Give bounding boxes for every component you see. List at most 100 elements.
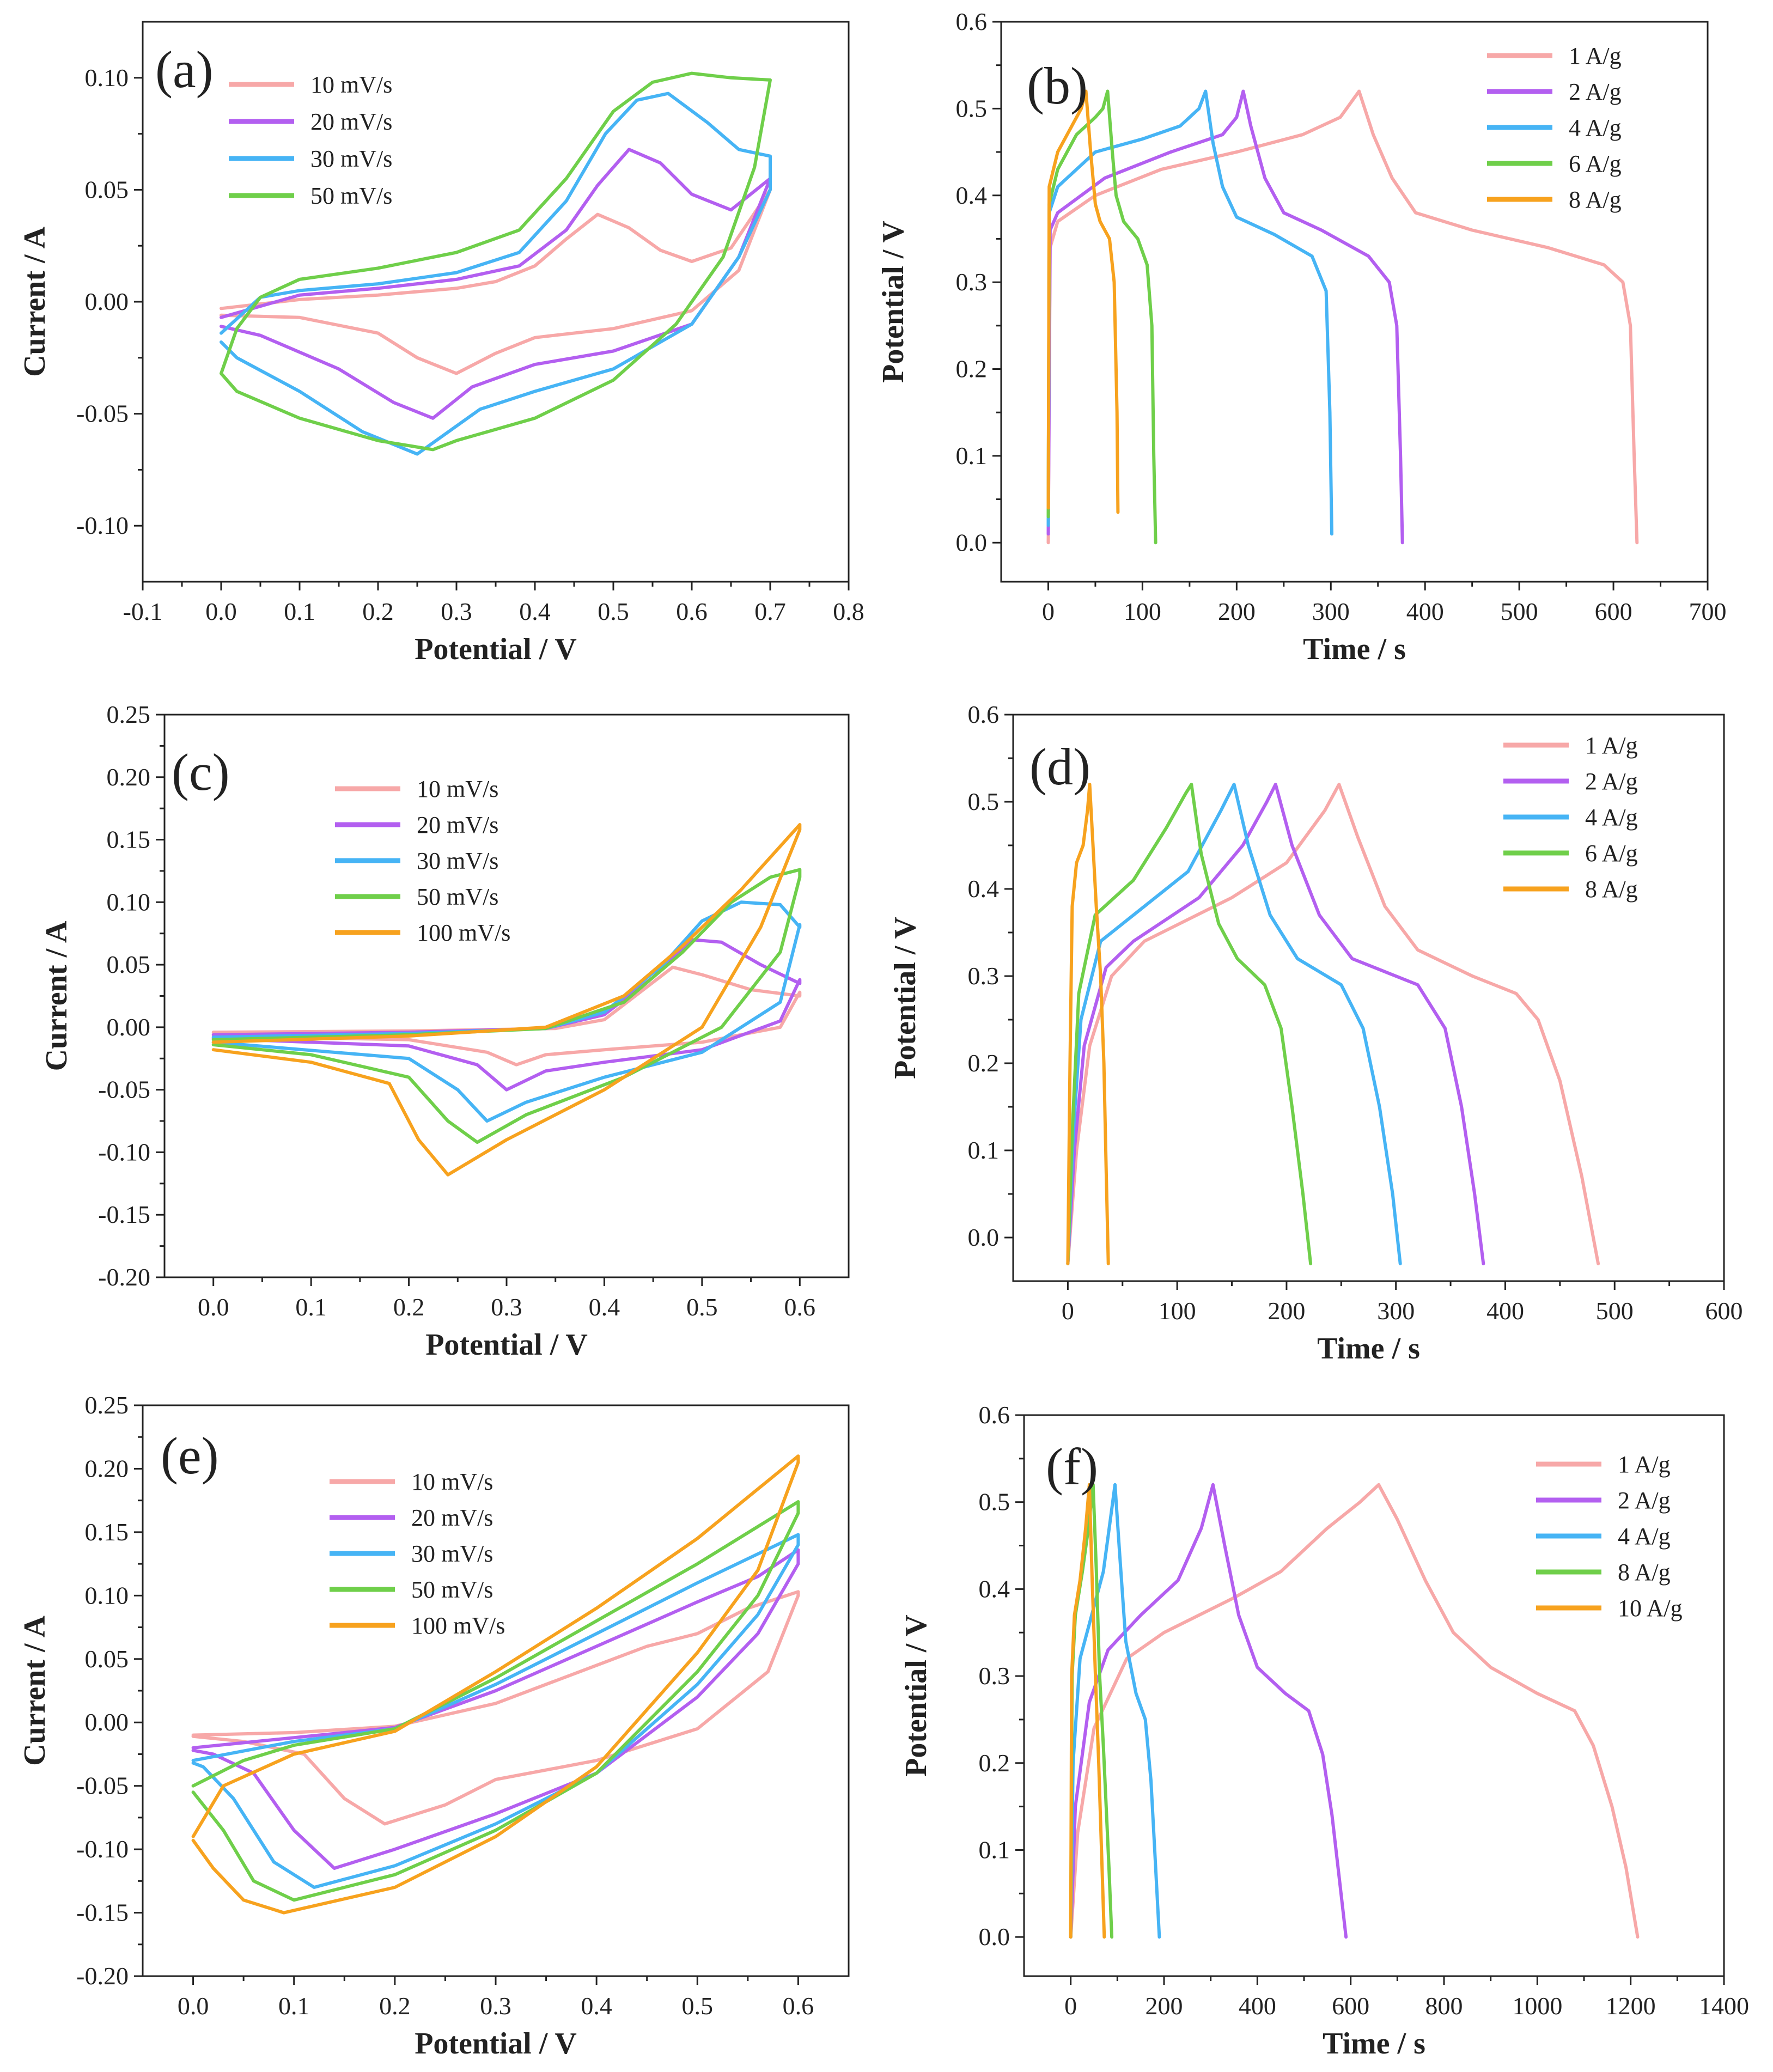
series-line-2-a-g (1046, 89, 1404, 545)
x-tick-label: 0.6 (784, 1293, 816, 1321)
y-tick-label: -0.10 (98, 1138, 150, 1166)
series-line-50-mv-s (211, 868, 802, 1144)
x-tick-label: 400 (1486, 1297, 1524, 1325)
x-axis-label: Time / s (1323, 2027, 1425, 2061)
series-line-50-mv-s (191, 1500, 800, 1902)
y-tick-label: 0.10 (85, 1581, 129, 1609)
x-tick-label: 0.1 (284, 598, 315, 625)
legend-label: 8 A/g (1585, 876, 1638, 903)
legend-label: 20 mV/s (417, 812, 498, 838)
y-axis-label: Current / A (18, 227, 52, 377)
y-tick-label: 0.2 (968, 1049, 1000, 1077)
legend-label: 30 mV/s (417, 848, 498, 874)
x-tick-label: 300 (1377, 1297, 1415, 1325)
plot-frame (1012, 714, 1725, 1282)
x-tick-label: 100 (1159, 1297, 1196, 1325)
y-tick-label: 0.1 (979, 1836, 1010, 1863)
y-tick-label: 0.6 (968, 700, 1000, 728)
y-axis-label: Potential / V (876, 221, 910, 383)
y-axis-label: Potential / V (899, 1614, 933, 1777)
y-tick-label: 0.0 (979, 1923, 1010, 1951)
legend-label: 10 mV/s (411, 1468, 493, 1495)
x-tick-label: 600 (1595, 598, 1632, 625)
panel-a: -0.1 0.0 0.1 0.2 0.3 0.4 0.5 0.6 0.7 0.8 -0.10 -0.0… (18, 21, 864, 666)
x-tick-label: 1200 (1606, 1992, 1656, 2020)
y-tick-label: 0.2 (979, 1749, 1010, 1777)
y-tick-label: 0.6 (956, 8, 988, 35)
panel-label: (a) (155, 40, 214, 99)
y-tick-label: -0.15 (98, 1200, 150, 1228)
x-tick-label: 1400 (1699, 1992, 1749, 2020)
y-tick-label: 0.10 (85, 64, 129, 92)
x-tick-label: 400 (1406, 598, 1444, 625)
x-tick-label: 0.0 (198, 1293, 229, 1321)
x-tick-label: 700 (1689, 598, 1727, 625)
y-tick-label: -0.10 (76, 1835, 129, 1863)
panel-label: (d) (1029, 738, 1090, 796)
y-tick-label: 0.25 (107, 700, 151, 728)
legend-label: 8 A/g (1569, 186, 1622, 213)
x-tick-label: 0.1 (295, 1293, 327, 1321)
panel-e: 0.0 0.1 0.2 0.3 0.4 0.5 0.6 -0.20 -0.15 -0.10 -0.0… (18, 1391, 850, 2061)
y-tick-label: 0.5 (956, 94, 988, 122)
plot-frame (142, 21, 850, 583)
panel-label: (e) (161, 1427, 219, 1485)
legend-label: 100 mV/s (411, 1612, 505, 1639)
x-tick-label: 0.2 (393, 1293, 425, 1321)
x-tick-label: 0.0 (205, 598, 237, 625)
y-tick-label: 0.15 (85, 1518, 129, 1546)
plot-frame (1000, 21, 1709, 583)
y-tick-label: 0.4 (968, 875, 1000, 903)
x-tick-label: 0.0 (178, 1992, 209, 2020)
x-tick-label: 0.7 (754, 598, 786, 625)
x-tick-label: 0.4 (581, 1992, 612, 2020)
x-tick-label: 0.4 (589, 1293, 620, 1321)
series-line-100-mv-s (191, 1454, 800, 1915)
series-line-8-a-g (1046, 89, 1120, 514)
y-tick-label: 0.00 (85, 1708, 129, 1736)
legend-label: 50 mV/s (411, 1576, 493, 1603)
panel-label: (c) (172, 743, 230, 801)
y-tick-label: 0.3 (956, 268, 988, 296)
y-tick-label: 0.10 (107, 888, 151, 916)
y-tick-label: 0.4 (956, 181, 988, 209)
legend-label: 1 A/g (1569, 42, 1622, 69)
y-axis-label: Current / A (40, 921, 74, 1071)
x-tick-label: 400 (1239, 1992, 1276, 2020)
y-tick-label: 0.25 (85, 1391, 129, 1419)
y-tick-label: 0.5 (979, 1488, 1010, 1516)
x-tick-label: 800 (1425, 1992, 1463, 2020)
legend-label: 10 mV/s (417, 776, 498, 802)
x-tick-label: 0.4 (519, 598, 551, 625)
y-tick-label: 0.20 (107, 763, 151, 791)
x-tick-label: 500 (1596, 1297, 1634, 1325)
plot-frame (1023, 1414, 1725, 1977)
legend-label: 20 mV/s (411, 1504, 493, 1531)
x-tick-label: 100 (1124, 598, 1161, 625)
series-line-4-a-g (1066, 783, 1402, 1265)
legend-label: 2 A/g (1569, 78, 1622, 105)
y-tick-label: -0.20 (98, 1263, 150, 1291)
x-tick-label: 0.3 (491, 1293, 522, 1321)
x-tick-label: 200 (1218, 598, 1256, 625)
x-axis-label: Potential / V (425, 1328, 588, 1362)
x-tick-label: 0.5 (686, 1293, 718, 1321)
x-tick-label: 0 (1062, 1297, 1074, 1325)
legend-label: 6 A/g (1585, 840, 1638, 867)
y-tick-label: 0.0 (968, 1223, 1000, 1251)
x-axis-label: Potential / V (415, 2027, 577, 2061)
x-tick-label: 0.8 (833, 598, 864, 625)
y-tick-label: -0.15 (76, 1899, 129, 1927)
y-tick-label: -0.05 (76, 400, 129, 428)
y-axis-label: Current / A (18, 1616, 52, 1766)
series-line-1-a-g (1066, 783, 1600, 1265)
y-tick-label: -0.05 (98, 1076, 150, 1104)
y-tick-label: 0.05 (107, 950, 151, 978)
y-tick-label: 0.05 (85, 1645, 129, 1673)
legend-label: 30 mV/s (411, 1540, 493, 1567)
y-tick-label: -0.05 (76, 1772, 129, 1800)
legend-label: 8 A/g (1618, 1559, 1671, 1586)
series-line-2-a-g (1069, 1483, 1348, 1939)
x-tick-label: -0.1 (123, 598, 163, 625)
series-line-20-mv-s (211, 938, 802, 1092)
